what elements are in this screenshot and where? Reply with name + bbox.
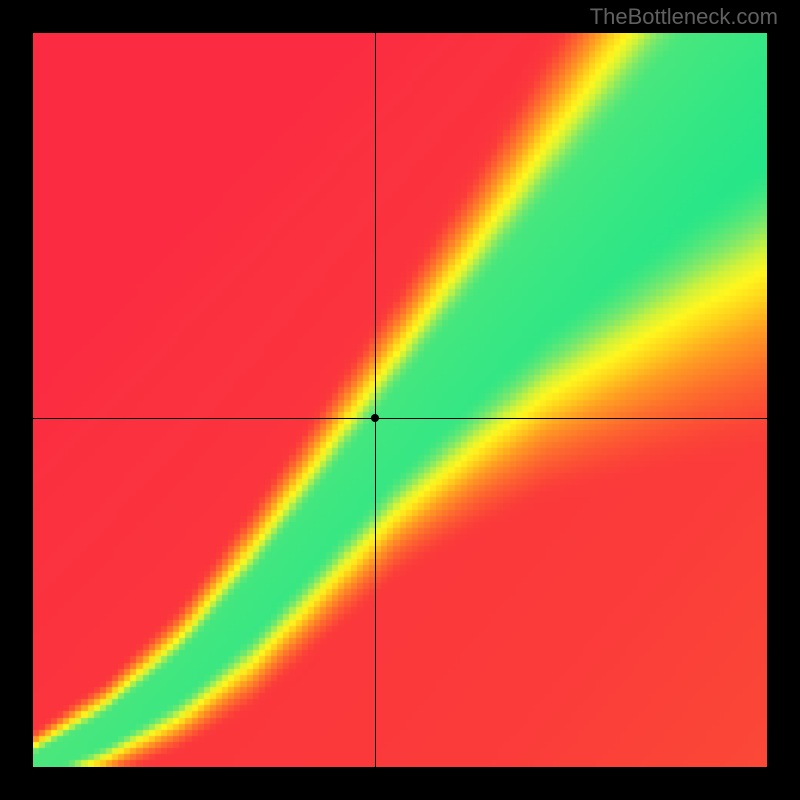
watermark-text: TheBottleneck.com <box>590 4 778 30</box>
bottleneck-heatmap <box>33 33 767 767</box>
axis-vertical <box>375 33 376 767</box>
axis-horizontal <box>33 418 767 419</box>
data-point-marker <box>371 414 379 422</box>
